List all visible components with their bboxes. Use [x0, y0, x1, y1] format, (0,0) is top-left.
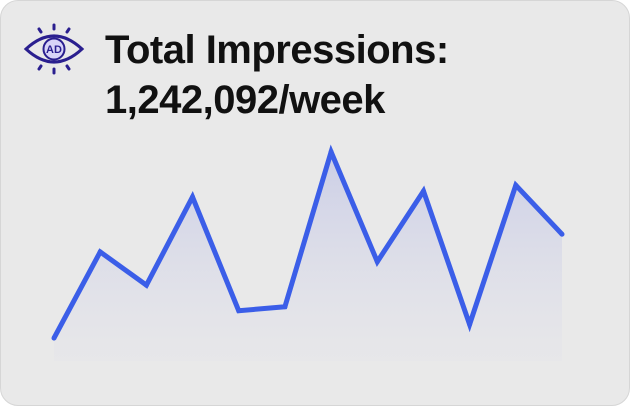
- data-point-9: [420, 188, 426, 194]
- data-point-3: [143, 282, 149, 288]
- impressions-area-fill: [54, 151, 562, 361]
- data-point-12: [559, 231, 565, 237]
- data-point-8: [374, 259, 380, 265]
- data-point-2: [97, 249, 103, 255]
- impressions-line: [51, 144, 564, 340]
- ad-icon-label: AD: [46, 44, 62, 56]
- data-point-7: [328, 149, 334, 155]
- impressions-label: Total Impressions:: [105, 28, 449, 72]
- impressions-value: 1,242,092/week: [105, 78, 385, 122]
- impressions-title: Total Impressions: 1,242,092/week: [105, 25, 449, 125]
- eye-ad-icon: AD: [23, 23, 85, 75]
- data-point-11: [513, 182, 519, 188]
- data-point-4: [190, 194, 196, 200]
- data-point-10: [467, 321, 473, 327]
- data-point-1: [51, 335, 57, 341]
- data-point-5: [236, 308, 242, 314]
- data-point-6: [282, 304, 288, 310]
